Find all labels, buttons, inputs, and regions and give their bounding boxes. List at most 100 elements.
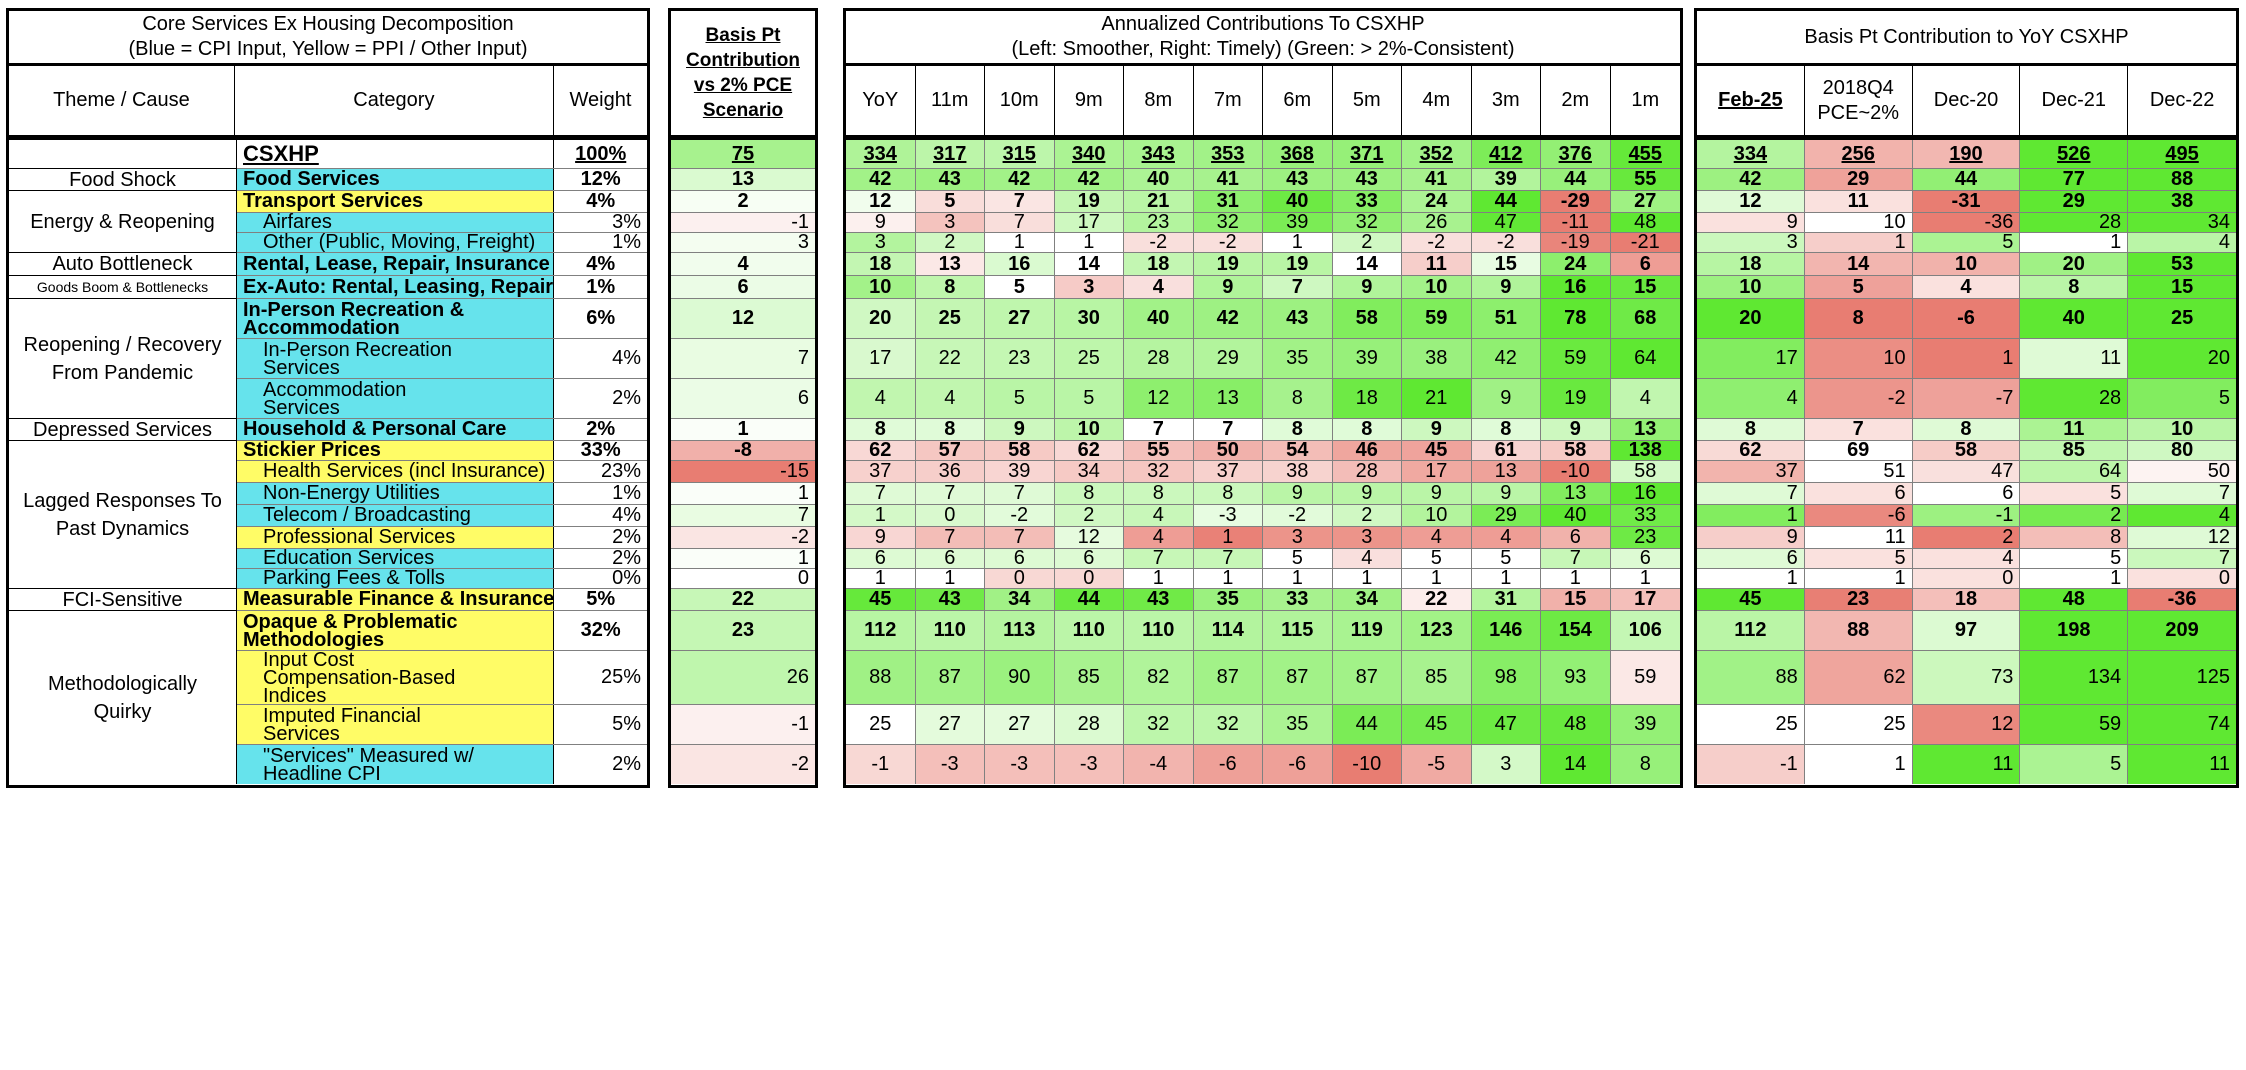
yoy-value: 45 [1697,589,1805,610]
weight-value: 5% [612,713,641,735]
annualized-value: -3 [915,745,985,784]
theme-label: Food Shock [9,168,237,191]
annualized-value: 32 [1124,705,1194,744]
annualized-value: 44 [1471,191,1541,212]
annualized-value: 352 [1402,140,1472,168]
category-row: Transport Services 4% [237,190,647,212]
weight-value: 2% [612,527,641,548]
annualized-row: 62 57 58 62 55 50 54 46 45 61 58 138 [846,440,1680,460]
yoy-value: 44 [1912,169,2021,190]
category-row: Food Services 12% [237,168,647,190]
category-name: Rental, Lease, Repair, Insurance [237,253,555,275]
yoy-value: -31 [1912,191,2021,212]
annualized-value: 87 [1332,651,1402,704]
column-header-3m: 3m [1472,66,1541,135]
category-name: Measurable Finance & Insurance [237,589,555,610]
weight-value: 2% [586,419,616,440]
basis-point-value: -15 [671,461,815,482]
column-header-feb-25: Feb-25 [1697,66,1805,135]
yoy-row: 18 14 10 20 53 [1697,252,2236,275]
weight-value: 33% [580,441,621,460]
annualized-value: 4 [1332,549,1402,568]
annualized-value: 62 [1054,441,1124,460]
annualized-value: 7 [985,213,1055,232]
annualized-value: 8 [1471,419,1541,440]
annualized-row: 7 7 7 8 8 8 9 9 9 9 13 16 [846,482,1680,504]
annualized-row: 37 36 39 34 32 37 38 28 17 13 -10 58 [846,460,1680,482]
yoy-value: 11 [2128,745,2236,784]
annualized-value: -1 [846,745,916,784]
yoy-value: 198 [2020,611,2129,650]
annualized-value: 28 [1332,461,1402,482]
yoy-value: 28 [2020,213,2129,232]
annualized-value: 9 [985,419,1055,440]
annualized-row: -1 -3 -3 -3 -4 -6 -6 -10 -5 3 14 8 [846,744,1680,784]
basis-point-row: 2 [671,190,815,212]
annualized-value: 82 [1124,651,1194,704]
basis-point-value: 2 [671,191,815,212]
annualized-value: 39 [1332,339,1402,378]
yoy-row: 9 10 -36 28 34 [1697,212,2236,232]
yoy-value: 1 [1804,569,1913,588]
annualized-value: 4 [1402,527,1472,548]
annualized-row: 1 0 -2 2 4 -3 -2 2 10 29 40 33 [846,504,1680,526]
annualized-value: 39 [1610,705,1680,744]
yoy-value: 4 [1697,379,1805,418]
category-row: Household & Personal Care 2% [237,418,647,440]
yoy-title-block: Basis Pt Contribution to YoY CSXHP [1694,8,2239,66]
theme-label: Energy & Reopening [9,190,237,252]
category-row: "Services" Measured w/ Headline CPI 2% [237,744,647,784]
annualized-value: 40 [1541,505,1611,526]
yoy-value: 77 [2020,169,2129,190]
annualized-value: 4 [915,379,985,418]
annualized-value: 23 [1124,213,1194,232]
annualized-value: 9 [846,213,916,232]
weight-value: 3% [612,213,641,232]
annualized-value: 115 [1263,611,1333,650]
annualized-value: 9 [1263,483,1333,504]
column-header-8m: 8m [1124,66,1194,135]
annualized-value: 88 [846,651,916,704]
yoy-value: 11 [1912,745,2021,784]
annualized-value: 7 [1193,419,1263,440]
annualized-value: 9 [1332,276,1402,298]
annualized-value: 43 [1263,169,1333,190]
annualized-value: 24 [1402,191,1472,212]
yoy-value: 1 [1912,339,2021,378]
basis-point-value: -8 [671,441,815,460]
annualized-value: 3 [1471,745,1541,784]
yoy-row: 37 51 47 64 50 [1697,460,2236,482]
column-header-4m: 4m [1402,66,1472,135]
yoy-value: 9 [1697,213,1805,232]
annualized-value: 29 [1471,505,1541,526]
annualized-row: 3 2 1 1 -2 -2 1 2 -2 -2 -19 -21 [846,232,1680,252]
annualized-value: 106 [1610,611,1680,650]
annualized-value: 17 [1402,461,1472,482]
annualized-value: 43 [1332,169,1402,190]
basis-point-row: 1 [671,548,815,568]
annualized-value: 16 [985,253,1055,275]
annualized-value: 34 [1332,589,1402,610]
category-name: Imputed Financial Services [237,705,555,744]
annualized-value: 1 [1263,569,1333,588]
annualized-value: 110 [1124,611,1194,650]
weight-value: 2% [612,753,641,775]
annualized-value: 7 [985,191,1055,212]
annualized-value: 1 [985,233,1055,252]
annualized-value: -21 [1610,233,1680,252]
annualized-value: 6 [1054,549,1124,568]
annualized-value: 62 [846,441,916,460]
annualized-value: 7 [1541,549,1611,568]
annualized-row: 8 8 9 10 7 7 8 8 9 8 9 13 [846,418,1680,440]
basis-point-value: 4 [671,253,815,275]
annualized-value: 42 [1471,339,1541,378]
weight-value: 0% [612,569,641,588]
annualized-value: 47 [1471,213,1541,232]
weight-value: 23% [600,461,641,482]
yoy-value: 11 [1804,191,1913,212]
annualized-value: 13 [1541,483,1611,504]
yoy-value: 7 [2128,549,2236,568]
yoy-value: -1 [1912,505,2021,526]
annualized-value: 24 [1541,253,1611,275]
annualized-value: 25 [846,705,916,744]
